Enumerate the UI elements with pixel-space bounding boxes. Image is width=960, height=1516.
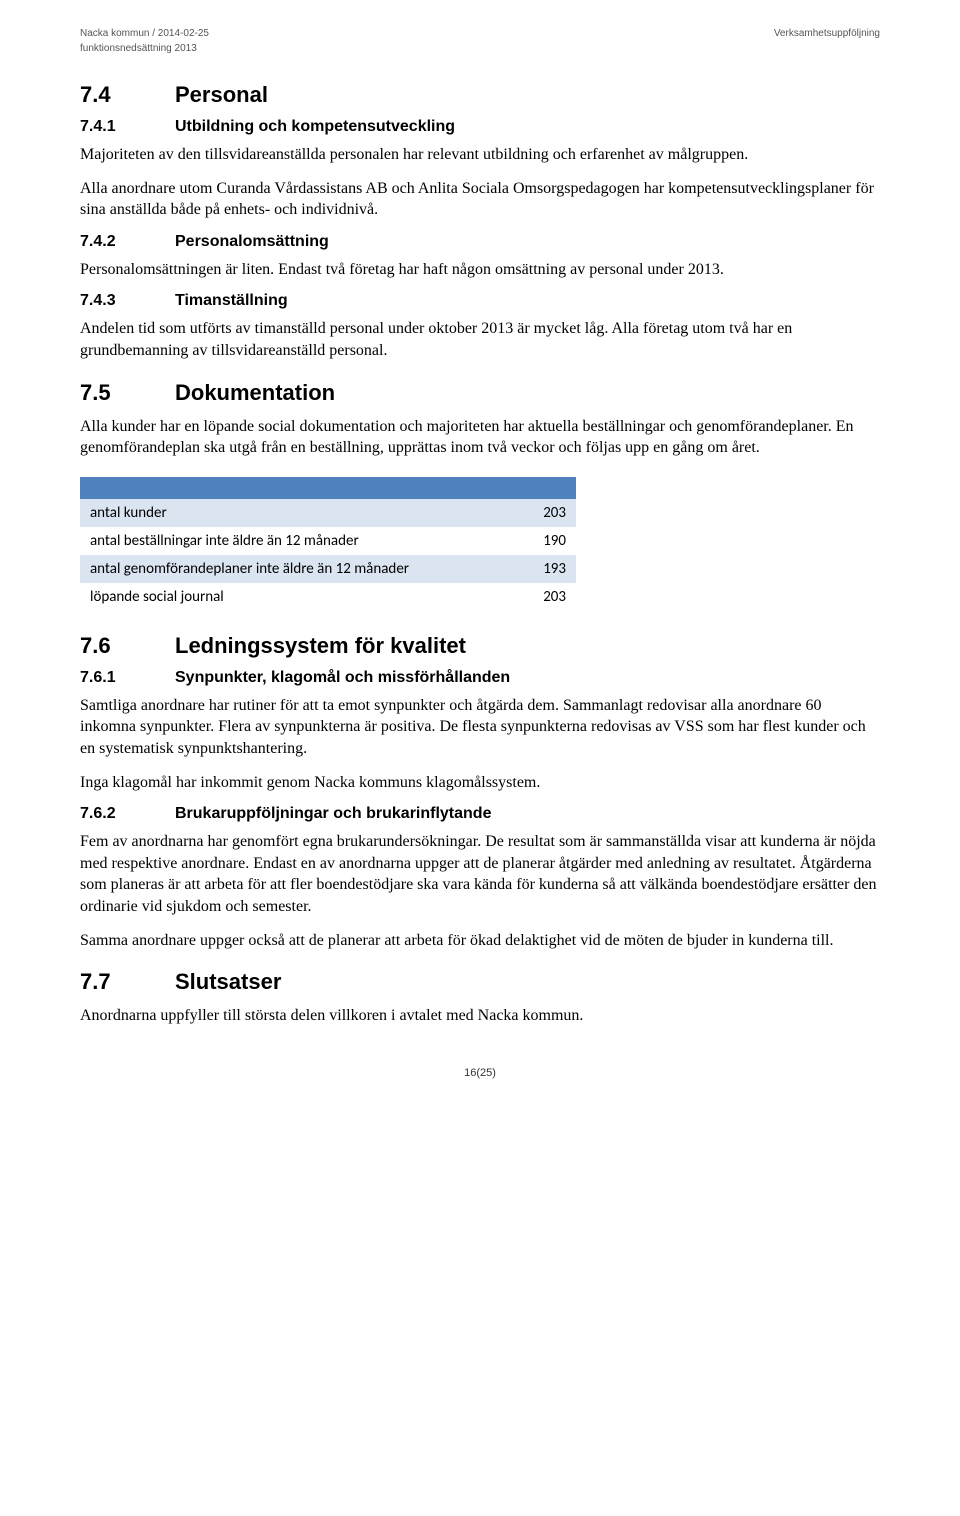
heading-title: Personalomsättning	[175, 233, 329, 251]
heading-7-5: 7.5 Dokumentation	[80, 380, 880, 406]
table-cell-label: löpande social journal	[80, 583, 506, 611]
table-cell-value: 203	[506, 499, 576, 527]
table-row: antal genomförandeplaner inte äldre än 1…	[80, 555, 576, 583]
heading-title: Brukaruppföljningar och brukarinflytande	[175, 805, 491, 823]
heading-title: Personal	[175, 82, 268, 108]
heading-7-4-1: 7.4.1 Utbildning och kompetensutveckling	[80, 118, 880, 136]
heading-num: 7.6.1	[80, 669, 175, 687]
paragraph: Andelen tid som utförts av timanställd p…	[80, 318, 880, 361]
table-cell-value: 203	[506, 583, 576, 611]
heading-title: Slutsatser	[175, 969, 281, 995]
header-sub: funktionsnedsättning 2013	[80, 43, 880, 54]
paragraph: Fem av anordnarna har genomfört egna bru…	[80, 831, 880, 917]
heading-title: Dokumentation	[175, 380, 335, 406]
header-right: Verksamhetsuppföljning	[774, 28, 880, 39]
table-row: löpande social journal 203	[80, 583, 576, 611]
heading-7-6: 7.6 Ledningssystem för kvalitet	[80, 633, 880, 659]
table-cell-label: antal genomförandeplaner inte äldre än 1…	[80, 555, 506, 583]
paragraph: Majoriteten av den tillsvidareanställda …	[80, 144, 880, 166]
paragraph: Anordnarna uppfyller till största delen …	[80, 1005, 880, 1027]
paragraph: Samtliga anordnare har rutiner för att t…	[80, 695, 880, 760]
table-cell-label: antal beställningar inte äldre än 12 mån…	[80, 527, 506, 555]
table-row: antal kunder 203	[80, 499, 576, 527]
heading-num: 7.7	[80, 969, 175, 995]
table-cell-value: 190	[506, 527, 576, 555]
heading-num: 7.5	[80, 380, 175, 406]
heading-7-6-2: 7.6.2 Brukaruppföljningar och brukarinfl…	[80, 805, 880, 823]
paragraph: Personalomsättningen är liten. Endast tv…	[80, 259, 880, 281]
heading-num: 7.4.3	[80, 292, 175, 310]
heading-num: 7.4.1	[80, 118, 175, 136]
heading-7-6-1: 7.6.1 Synpunkter, klagomål och missförhå…	[80, 669, 880, 687]
heading-title: Timanställning	[175, 292, 288, 310]
paragraph: Alla kunder har en löpande social dokume…	[80, 416, 880, 459]
paragraph: Alla anordnare utom Curanda Vårdassistan…	[80, 178, 880, 221]
heading-num: 7.6	[80, 633, 175, 659]
heading-num: 7.6.2	[80, 805, 175, 823]
page-number: 16(25)	[80, 1067, 880, 1079]
paragraph: Inga klagomål har inkommit genom Nacka k…	[80, 772, 880, 794]
heading-num: 7.4.2	[80, 233, 175, 251]
table-cell-value: 193	[506, 555, 576, 583]
heading-7-4-2: 7.4.2 Personalomsättning	[80, 233, 880, 251]
heading-7-4: 7.4 Personal	[80, 82, 880, 108]
table-cell-label: antal kunder	[80, 499, 506, 527]
heading-title: Utbildning och kompetensutveckling	[175, 118, 455, 136]
table-row: antal beställningar inte äldre än 12 mån…	[80, 527, 576, 555]
heading-title: Ledningssystem för kvalitet	[175, 633, 466, 659]
heading-7-7: 7.7 Slutsatser	[80, 969, 880, 995]
header-left: Nacka kommun / 2014-02-25	[80, 28, 209, 39]
heading-7-4-3: 7.4.3 Timanställning	[80, 292, 880, 310]
heading-title: Synpunkter, klagomål och missförhållande…	[175, 669, 510, 687]
heading-num: 7.4	[80, 82, 175, 108]
doc-table: antal kunder 203 antal beställningar int…	[80, 477, 576, 611]
paragraph: Samma anordnare uppger också att de plan…	[80, 930, 880, 952]
